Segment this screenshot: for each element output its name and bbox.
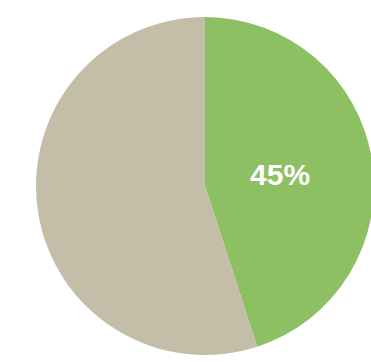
svg-text:45%: 45% [250, 158, 310, 191]
